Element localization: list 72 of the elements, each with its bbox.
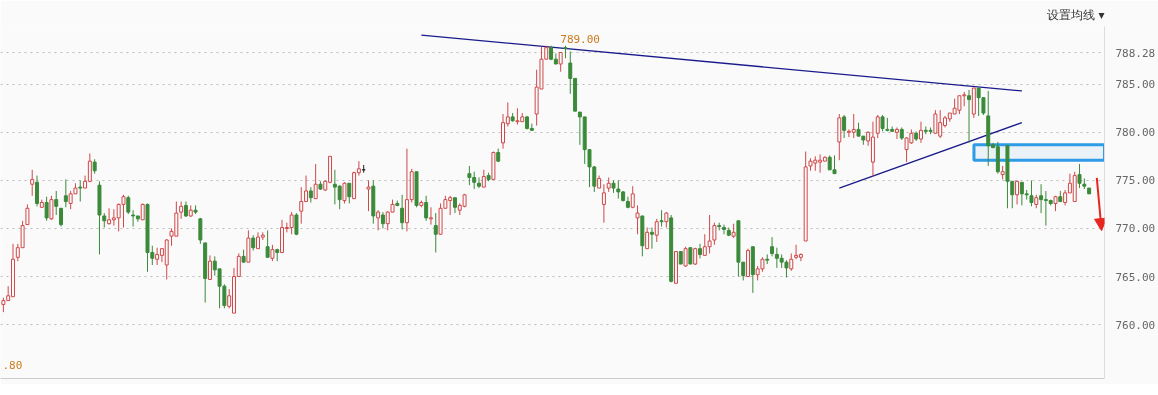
candlestick xyxy=(376,209,381,231)
candlestick xyxy=(649,227,654,250)
candlestick xyxy=(467,165,472,186)
candlestick xyxy=(25,203,30,226)
annotation: 789.00 xyxy=(560,32,600,46)
candlestick xyxy=(770,236,775,257)
candlestick xyxy=(198,217,203,245)
candlestick xyxy=(645,227,650,250)
y-tick-label: 788.28 xyxy=(1115,46,1156,60)
y-tick-label: 760.00 xyxy=(1115,318,1156,332)
candlestick xyxy=(842,114,847,139)
candlestick xyxy=(49,195,54,221)
candlestick xyxy=(299,186,304,225)
candlestick xyxy=(1015,179,1020,205)
candlestick xyxy=(515,107,520,126)
candlestick xyxy=(78,179,83,203)
candlestick xyxy=(126,195,131,215)
candlestick xyxy=(794,244,799,260)
candlestick xyxy=(107,207,112,226)
candlestick xyxy=(342,181,347,204)
candlestick xyxy=(851,113,856,139)
candlestick xyxy=(121,194,126,229)
candlestick xyxy=(337,184,342,210)
candlestick xyxy=(558,51,563,73)
candlestick xyxy=(712,222,717,246)
candlestick xyxy=(400,194,405,230)
candlestick xyxy=(131,209,136,228)
candlestick xyxy=(967,89,972,144)
candlestick xyxy=(832,154,837,175)
candlestick xyxy=(683,246,688,268)
candlestick xyxy=(698,243,702,259)
y-tick-label: 775.00 xyxy=(1115,174,1156,188)
candlestick xyxy=(1039,183,1044,214)
candlestick xyxy=(44,196,49,222)
candlestick xyxy=(35,175,39,207)
candlestick xyxy=(601,183,606,224)
candlestick xyxy=(616,179,621,200)
candlestick xyxy=(933,109,938,134)
candlestick xyxy=(424,195,429,222)
candlestick xyxy=(135,215,140,223)
candlestick xyxy=(918,121,923,144)
y-tick-label: 785.00 xyxy=(1115,78,1156,92)
candlestick xyxy=(63,178,68,208)
candlestick xyxy=(433,212,438,254)
candlestick xyxy=(54,190,59,216)
candlestick xyxy=(659,209,664,228)
candlestick xyxy=(59,207,64,228)
candlestick xyxy=(654,218,659,243)
y-tick-label: 780.00 xyxy=(1115,126,1156,140)
candlestick xyxy=(1029,179,1034,207)
text: 设置均线 ▾ xyxy=(1046,7,1105,22)
candlestick xyxy=(313,163,318,200)
candlestick xyxy=(347,182,352,204)
candlestick xyxy=(635,204,640,235)
candlestick xyxy=(289,211,294,235)
candlestick xyxy=(894,126,899,140)
candlestick xyxy=(501,113,506,150)
candlestick xyxy=(155,247,160,266)
y-tick-label: 765.00 xyxy=(1115,270,1156,284)
candlestick xyxy=(1077,163,1082,189)
candlestick xyxy=(366,179,371,212)
candlestick xyxy=(30,169,35,197)
candlestick xyxy=(707,214,712,254)
y-tick-label: 770.00 xyxy=(1115,222,1156,236)
candlestick xyxy=(428,206,433,226)
candlestick xyxy=(477,176,481,189)
candlestick xyxy=(722,224,726,235)
candlestick xyxy=(207,254,212,280)
candlestick xyxy=(265,229,270,258)
candlestick xyxy=(798,252,803,262)
annotation: .80 xyxy=(2,358,23,372)
candlestick xyxy=(875,114,880,139)
